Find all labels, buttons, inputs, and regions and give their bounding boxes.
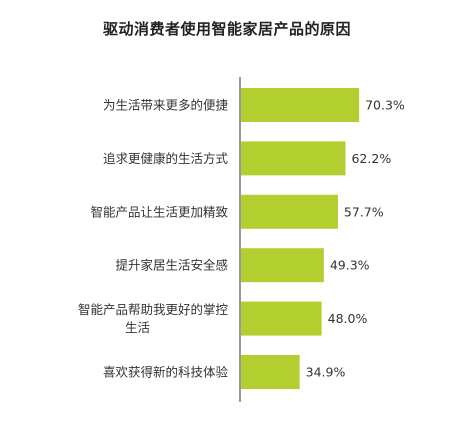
category-label: 生活 xyxy=(125,320,150,335)
category-label: 智能产品帮助我更好的掌控 xyxy=(78,302,229,317)
bar xyxy=(241,88,360,122)
bar xyxy=(241,194,338,229)
data-label: 34.9% xyxy=(306,365,346,380)
category-label: 智能产品让生活更加精致 xyxy=(90,204,228,219)
category-label: 追求更健康的生活方式 xyxy=(103,151,229,166)
bar xyxy=(241,301,322,336)
bar xyxy=(241,355,300,389)
data-label: 48.0% xyxy=(328,311,368,326)
data-label: 57.7% xyxy=(344,204,384,219)
chart-title: 驱动消费者使用智能家居产品的原因 xyxy=(102,20,351,38)
category-label: 为生活带来更多的便捷 xyxy=(103,98,229,113)
data-label: 49.3% xyxy=(330,258,370,273)
category-label: 提升家居生活安全感 xyxy=(115,258,228,273)
data-label: 62.2% xyxy=(351,151,391,166)
bar xyxy=(241,248,324,283)
data-label: 70.3% xyxy=(365,98,405,113)
bar xyxy=(241,141,346,176)
category-label: 喜欢获得新的科技体验 xyxy=(103,365,229,380)
